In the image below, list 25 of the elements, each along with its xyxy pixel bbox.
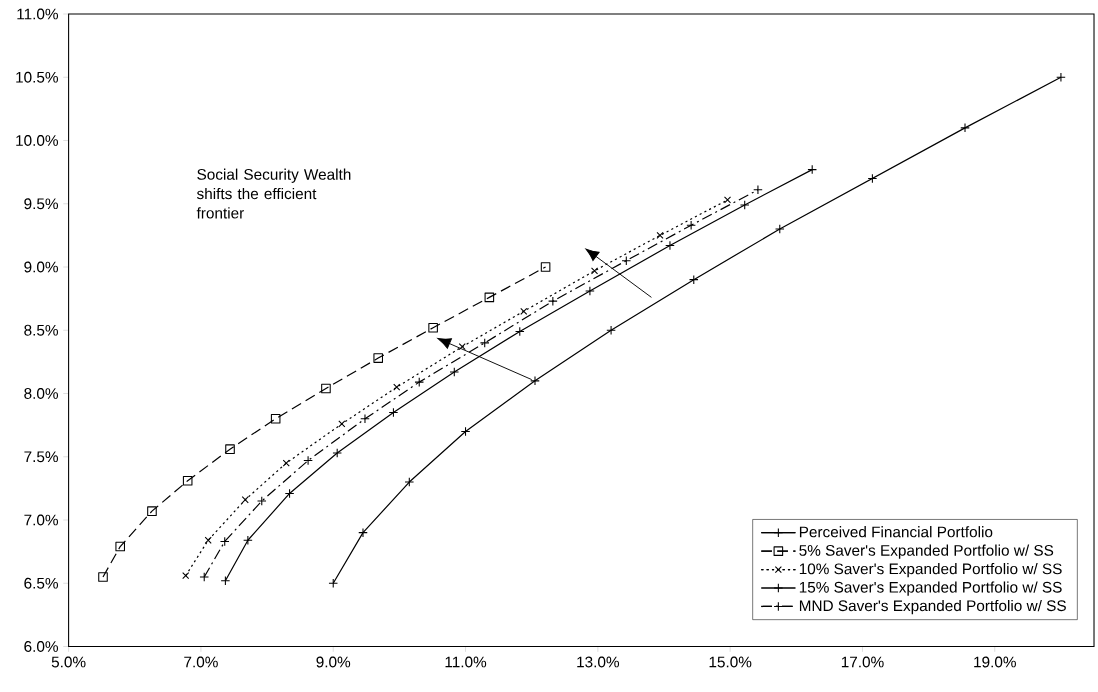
y-tick-label: 9.0% [24, 261, 59, 273]
y-tick-label: 10.0% [16, 135, 59, 146]
x-tick-label: 19.0% [974, 656, 1016, 668]
y-tick-label: 8.0% [24, 388, 59, 399]
legend-label: 15% Saver's Expanded Portfolio w/ SS [799, 581, 1062, 596]
x-tick-label: 7.0% [184, 656, 218, 668]
x-tick-label: 5.0% [51, 656, 86, 668]
legend-label: MND Saver's Expanded Portfolio w/ SS [799, 599, 1066, 615]
y-tick-label: 9.5% [24, 198, 59, 210]
legend-label: 5% Saver's Expanded Portfolio w/ SS [799, 544, 1054, 559]
x-tick-label: 13.0% [577, 656, 620, 668]
y-tick-label: 6.5% [24, 577, 59, 589]
y-tick-label: 11.0% [17, 8, 59, 20]
x-tick-label: 9.0% [316, 656, 351, 668]
legend-label: Perceived Financial Portfolio [799, 526, 993, 538]
x-tick-label: 15.0% [709, 656, 752, 668]
y-tick-label: 7.0% [24, 514, 59, 526]
legend-label: 10% Saver's Expanded Portfolio w/ SS [799, 563, 1062, 578]
y-tick-label: 8.5% [24, 324, 59, 336]
y-tick-label: 6.0% [24, 641, 59, 652]
x-tick-label: 11.0% [445, 656, 487, 668]
y-tick-label: 7.5% [24, 451, 59, 463]
x-tick-label: 17.0% [841, 656, 884, 668]
annotation: Social Security Wealth shifts the efficient frontier [196, 168, 351, 219]
y-tick-label: 10.5% [16, 71, 59, 83]
